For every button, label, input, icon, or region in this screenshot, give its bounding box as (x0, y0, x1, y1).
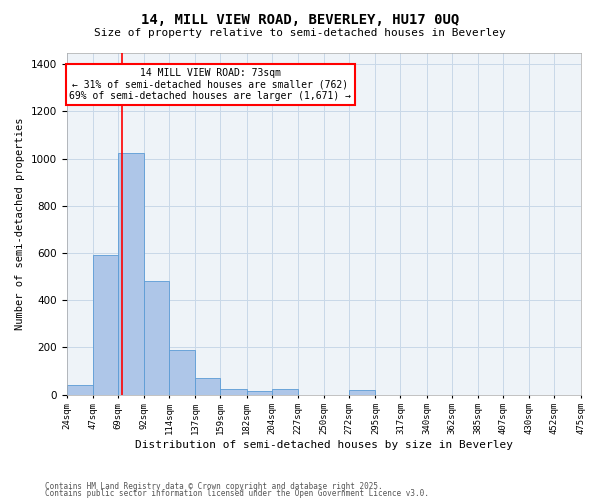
Bar (67, 385, 93, 394)
Bar (196, 378, 220, 394)
Text: Contains public sector information licensed under the Open Government Licence v3: Contains public sector information licen… (45, 489, 429, 498)
Text: Size of property relative to semi-detached houses in Beverley: Size of property relative to semi-detach… (94, 28, 506, 38)
Y-axis label: Number of semi-detached properties: Number of semi-detached properties (15, 118, 25, 330)
Text: 14 MILL VIEW ROAD: 73sqm
← 31% of semi-detached houses are smaller (762)
69% of : 14 MILL VIEW ROAD: 73sqm ← 31% of semi-d… (70, 68, 352, 101)
X-axis label: Distribution of semi-detached houses by size in Beverley: Distribution of semi-detached houses by … (134, 440, 512, 450)
Bar (272, 390, 298, 394)
Bar (144, 282, 169, 395)
Bar (93, 256, 118, 394)
Bar (169, 350, 196, 395)
Bar (349, 390, 376, 394)
Bar (220, 390, 247, 394)
Text: Contains HM Land Registry data © Crown copyright and database right 2025.: Contains HM Land Registry data © Crown c… (45, 482, 383, 491)
Bar (118, 153, 144, 394)
Text: 14, MILL VIEW ROAD, BEVERLEY, HU17 0UQ: 14, MILL VIEW ROAD, BEVERLEY, HU17 0UQ (141, 12, 459, 26)
Bar (247, 391, 272, 394)
